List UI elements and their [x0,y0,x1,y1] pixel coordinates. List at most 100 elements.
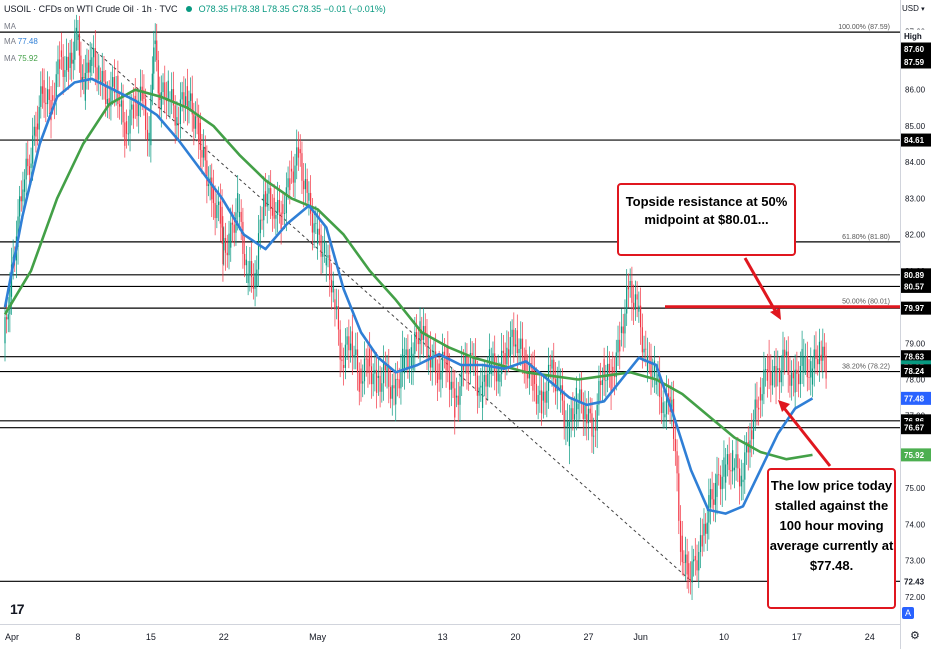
price-badge [901,55,931,69]
currency-selector[interactable]: USD ▾ [902,4,925,13]
candle-body [231,222,234,225]
candle-body [160,92,162,110]
price-tick: 75.00 [905,484,926,493]
candle-body [770,371,772,386]
candle-body [119,104,121,107]
candle-body [485,375,487,387]
candle-body [206,160,208,187]
ma-legend-3[interactable]: MA 75.92 [4,54,38,63]
candle-body [761,394,763,401]
candle-body [270,188,272,210]
symbol-title[interactable]: USOIL · CFDs on WTI Crude Oil · 1h · TVC [4,4,178,14]
candle-body [754,399,756,420]
candle-body [20,196,22,202]
candle-body [711,489,713,500]
candle-body [794,369,796,393]
candle-body [250,261,253,278]
candle-body [348,336,350,351]
candle-body [201,149,203,158]
candle-body [523,356,525,374]
candle-body [645,348,647,350]
arrow-to-resistance [743,257,779,315]
candle-body [282,204,284,214]
candle-body [303,180,305,190]
candle-body [167,80,169,102]
candle-body [226,252,228,256]
candle-body [520,338,522,349]
candle-body [6,317,8,320]
gear-icon[interactable]: ⚙ [910,630,920,642]
candle-body [518,348,520,354]
price-badge-label: 87.59 [904,58,925,67]
candle-body [41,86,44,94]
candle-body [332,280,334,293]
ma-slow-line [3,88,813,461]
candle-body [591,413,593,437]
candle-body [744,452,746,480]
candle-body [136,103,138,117]
price-axis[interactable]: 87.6087.0086.0085.0084.0083.0082.0081.00… [900,0,931,649]
candle-body [698,551,700,571]
time-tick: May [309,632,327,642]
candle-body [150,95,152,146]
candle-body [421,332,423,340]
time-axis[interactable]: Apr 8 15 22 May 13 20 27 Jun 10 17 24 [0,624,900,649]
candle-body [308,192,310,201]
candle-body [527,371,529,379]
candle-body [219,201,221,224]
candle-body [211,177,213,200]
candle-body [703,523,705,536]
candle-body [799,365,801,385]
candle-body [237,193,239,213]
candle-body [316,228,319,245]
candle-body [641,327,643,353]
candle-body [631,280,633,303]
candle-body [315,223,317,225]
candle-body [370,366,373,385]
candle-body [580,389,583,404]
candle-body [256,269,258,286]
candle-body [504,353,506,365]
candle-body [701,535,703,547]
chart-area[interactable]: 100.00% (87.59) 61.80% (81.80) 50.00% (80.… [0,0,900,624]
candle-body [763,369,765,395]
candle-body [605,380,607,381]
ma-legend-2[interactable]: MA 77.48 [4,37,38,46]
topside-resistance-callout: Topside resistance at 50% midpoint at $8… [617,183,796,256]
price-tick: 73.00 [905,557,926,566]
ma-legend-1[interactable]: MA [4,22,16,31]
candle-body [382,363,385,384]
price-badge-label: 77.48 [904,394,925,403]
candle-body [771,370,774,386]
candle-body [146,129,148,140]
candle-body [306,179,308,193]
candle-body [322,253,324,257]
candle-body [577,403,579,410]
candle-body [514,344,517,347]
candle-body [723,457,725,477]
candle-body [252,277,254,289]
candle-body [778,368,781,383]
candle-body [127,133,129,135]
symbol-legend[interactable]: USOIL · CFDs on WTI Crude Oil · 1h · TVC… [4,4,386,14]
price-badge-label: 84.61 [904,136,925,145]
candle-body [440,372,442,380]
tradingview-logo[interactable]: 17 [10,601,25,617]
time-tick: 10 [719,632,729,642]
auto-scale-button[interactable]: A [902,607,914,619]
candle-body [193,114,195,129]
candle-body [813,349,815,369]
candle-body [396,378,399,380]
candle-body [541,390,543,414]
fib-label: 50.00% (80.01) [842,299,890,306]
price-badge-label: 72.43 [904,577,925,586]
candle-body [459,386,461,405]
candle-body [25,158,27,180]
price-chart[interactable]: 100.00% (87.59) 61.80% (81.80) 50.00% (80.… [0,0,900,624]
candle-body [570,408,572,423]
candle-body [584,405,586,419]
candle-body [549,364,551,366]
price-tick: 82.00 [905,231,926,240]
candle-body [72,59,74,64]
candle-body [696,560,698,571]
